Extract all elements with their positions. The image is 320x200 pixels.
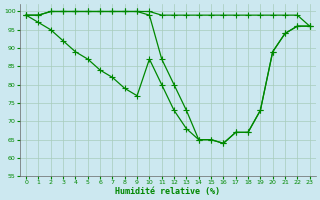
X-axis label: Humidité relative (%): Humidité relative (%) [116, 187, 220, 196]
